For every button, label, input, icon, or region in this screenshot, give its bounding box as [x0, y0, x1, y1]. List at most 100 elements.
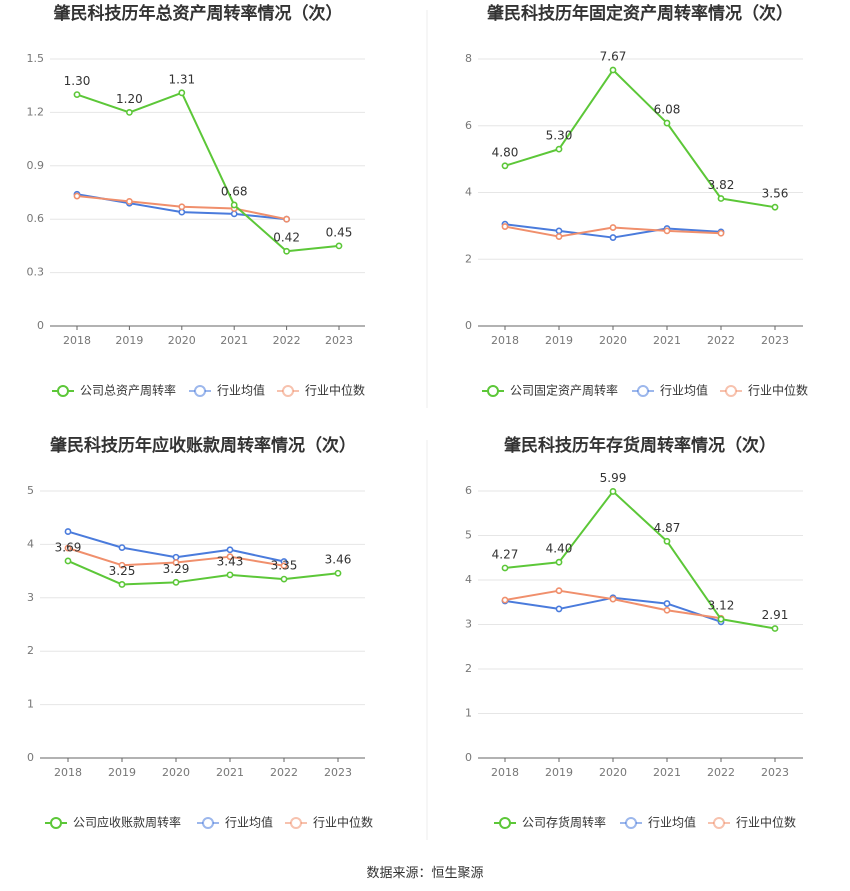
x-tick-label: 2020	[168, 334, 196, 347]
data-label: 3.56	[762, 187, 789, 201]
data-point-company	[230, 201, 238, 209]
x-tick-label: 2018	[54, 766, 82, 779]
y-tick-label: 4	[465, 573, 472, 586]
data-point-company	[717, 615, 725, 623]
data-point-median	[125, 197, 133, 205]
legend-label: 行业中位数	[748, 383, 808, 398]
legend-marker-company	[487, 385, 499, 397]
legend-label: 公司存货周转率	[522, 815, 606, 830]
data-point-average	[230, 210, 238, 218]
y-tick-label: 1.2	[27, 105, 45, 118]
legend-marker-company	[57, 385, 69, 397]
data-point-company	[125, 109, 133, 116]
data-point-company	[717, 195, 725, 202]
x-tick-label: 2019	[115, 334, 143, 347]
data-point-median	[172, 559, 180, 566]
legend-label: 行业中位数	[736, 815, 796, 830]
data-point-median	[73, 192, 81, 200]
x-tick-label: 2019	[545, 766, 573, 779]
data-point-company	[501, 564, 509, 572]
x-tick-label: 2019	[108, 766, 136, 779]
data-label: 3.35	[271, 559, 298, 573]
chart-panel-4: 肇民科技历年存货周转率情况（次） 0 1 2 3 4 5 6 2018 2019 2020 2021 2…	[465, 435, 803, 830]
legend-label: 行业中位数	[313, 815, 373, 830]
data-point-company	[501, 162, 509, 170]
data-point-average	[64, 528, 72, 535]
data-point-company	[771, 625, 779, 632]
data-point-company	[283, 247, 290, 255]
y-tick-label: 4	[27, 537, 34, 550]
data-label: 4.40	[546, 542, 573, 556]
data-point-median	[555, 233, 563, 240]
data-label: 3.12	[708, 599, 735, 613]
data-point-median	[609, 224, 617, 231]
data-label: 2.91	[762, 608, 789, 622]
data-point-median	[118, 561, 126, 569]
data-label: 3.43	[217, 554, 244, 568]
x-tick-label: 2023	[324, 766, 352, 779]
data-label: 0.68	[221, 184, 248, 198]
y-tick-label: 5	[27, 484, 34, 497]
data-label: 6.08	[654, 103, 681, 117]
x-tick-label: 2022	[273, 334, 301, 347]
data-point-company	[226, 571, 234, 579]
data-point-company	[335, 242, 343, 250]
data-point-average	[609, 234, 617, 241]
data-point-average	[178, 208, 186, 216]
x-tick-label: 2020	[599, 334, 627, 347]
data-point-median	[717, 229, 725, 237]
x-tick-label: 2021	[653, 766, 681, 779]
data-point-median	[555, 587, 563, 595]
y-tick-label: 0	[37, 319, 44, 332]
data-point-median	[501, 596, 509, 604]
data-point-company	[771, 203, 779, 211]
data-point-average	[226, 546, 234, 554]
data-point-average	[118, 544, 126, 552]
legend-marker-median	[282, 385, 294, 397]
x-tick-label: 2021	[653, 334, 681, 347]
y-tick-label: 8	[465, 52, 472, 65]
y-tick-label: 6	[465, 119, 472, 132]
x-tick-label: 2022	[270, 766, 298, 779]
legend-marker-average	[202, 817, 214, 829]
legend-label: 公司总资产周转率	[80, 383, 176, 398]
data-label: 1.31	[168, 72, 195, 86]
data-point-median	[283, 215, 290, 223]
series-line-company	[67, 560, 339, 586]
data-point-company	[64, 557, 72, 565]
x-tick-label: 2020	[162, 766, 190, 779]
data-point-company	[178, 89, 186, 97]
y-tick-label: 0	[465, 751, 472, 764]
legend-label: 行业中位数	[305, 383, 365, 398]
x-tick-label: 2018	[491, 334, 519, 347]
data-label: 0.42	[273, 231, 300, 245]
y-tick-label: 1	[27, 698, 34, 711]
data-point-median	[663, 227, 671, 235]
x-tick-label: 2019	[545, 334, 573, 347]
data-point-company	[73, 91, 81, 98]
chart-title: 肇民科技历年总资产周转率情况（次）	[54, 3, 343, 24]
y-tick-label: 0.3	[27, 266, 45, 279]
legend-marker-average	[625, 817, 637, 829]
legend-marker-average	[194, 385, 206, 397]
data-label: 3.46	[325, 553, 352, 567]
y-tick-label: 1	[465, 707, 472, 720]
chart-title: 肇民科技历年应收账款周转率情况（次）	[50, 435, 356, 456]
data-point-company	[118, 581, 126, 588]
data-point-median	[64, 544, 72, 552]
legend-marker-company	[499, 817, 511, 829]
data-point-median	[663, 606, 671, 614]
data-source-footer: 数据来源：恒生聚源	[366, 866, 484, 881]
data-point-median	[178, 203, 186, 211]
y-tick-label: 2	[27, 644, 34, 657]
data-label: 4.80	[492, 145, 519, 159]
x-tick-label: 2023	[761, 334, 789, 347]
y-tick-label: 0.9	[27, 159, 45, 172]
legend-marker-company	[50, 817, 62, 829]
legend-label: 行业均值	[660, 383, 708, 398]
legend-label: 行业均值	[648, 815, 696, 830]
legend-marker-median	[290, 817, 302, 829]
x-tick-label: 2022	[707, 334, 735, 347]
chart-panel-1: 肇民科技历年总资产周转率情况（次） 0 0.3 0.6 0.9 1.2 1.5 2018 201…	[27, 3, 366, 398]
x-tick-label: 2022	[707, 766, 735, 779]
